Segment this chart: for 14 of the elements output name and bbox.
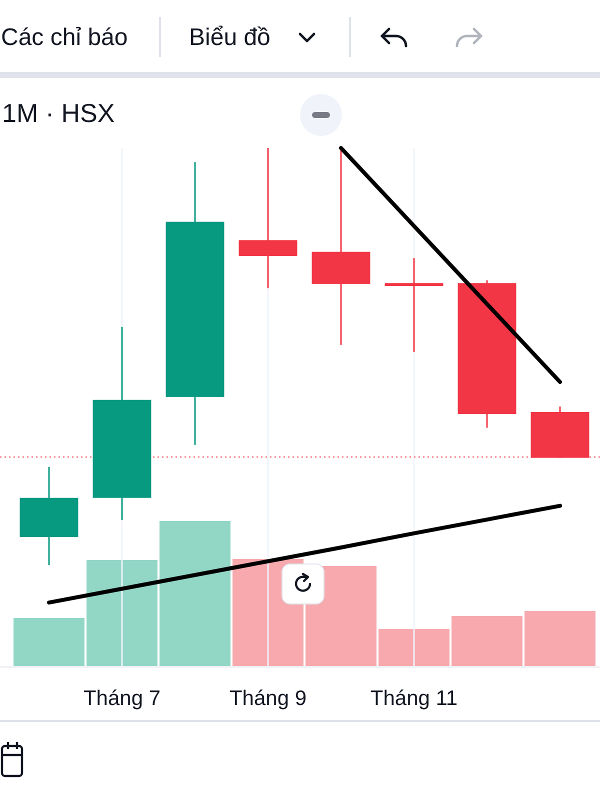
x-tick-label: Tháng 11 (370, 687, 458, 710)
candlestick (384, 257, 444, 353)
bar (452, 616, 522, 666)
x-tick-label: Tháng 7 (83, 687, 161, 710)
text: Biểu đồ (189, 24, 270, 51)
bar (86, 560, 158, 666)
text: Các chỉ báo (1, 24, 128, 51)
x-tick-label: Tháng 9 (229, 687, 307, 710)
candlestick (238, 147, 298, 289)
bar (378, 629, 450, 666)
chart-title: 1M · HSX (2, 98, 115, 128)
bar (160, 521, 230, 666)
bar (14, 618, 84, 666)
bar (524, 611, 596, 666)
